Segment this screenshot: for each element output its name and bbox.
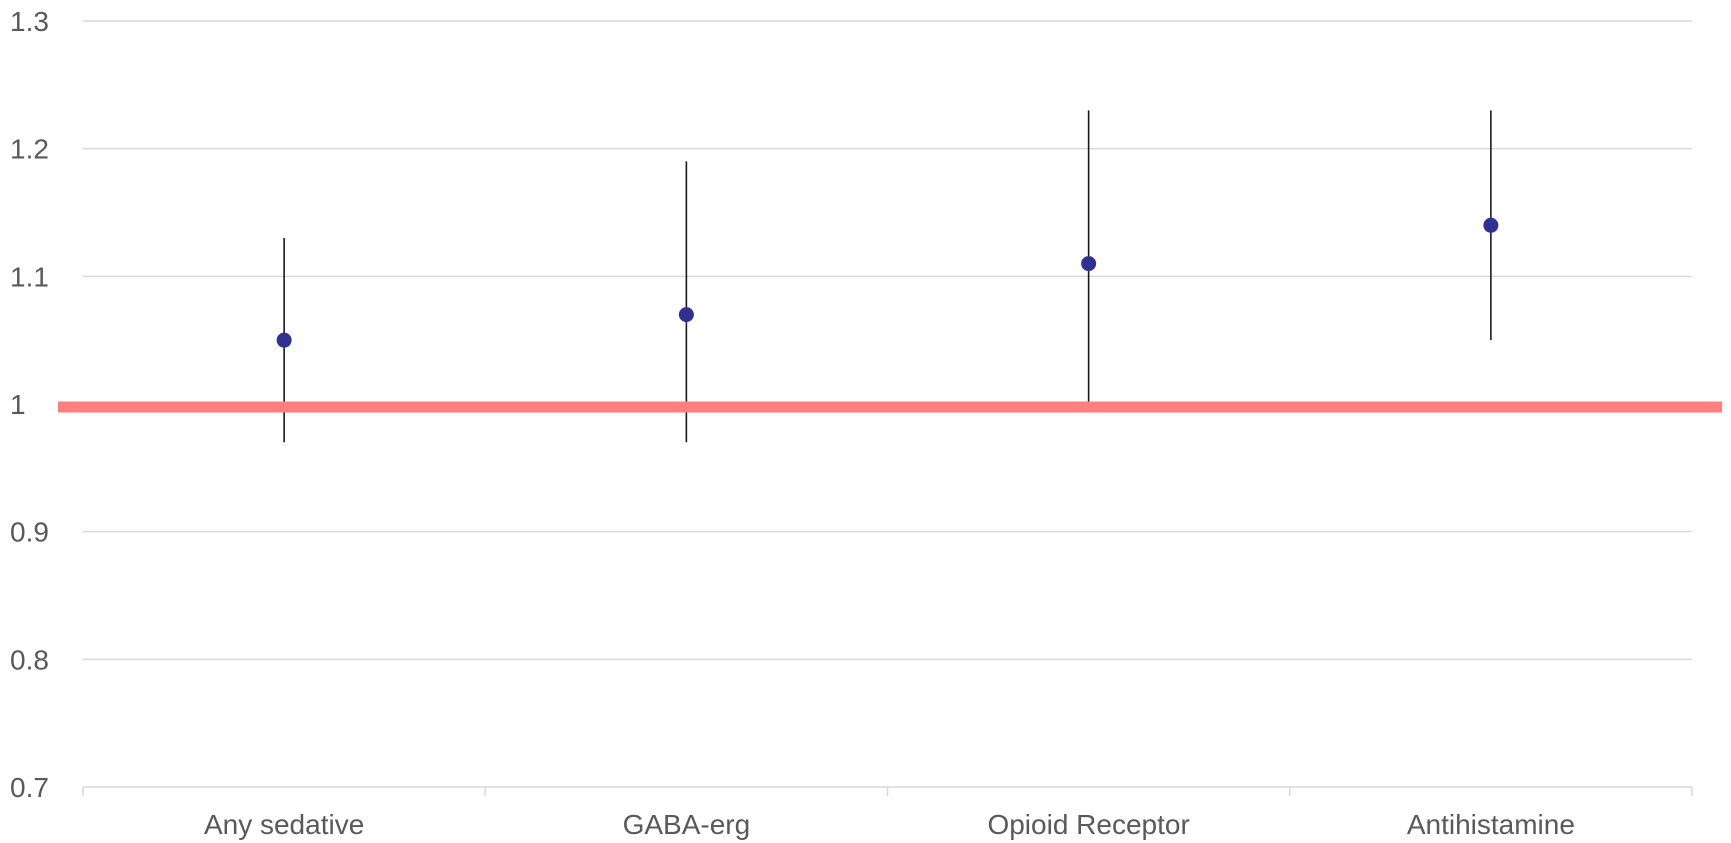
y-tick-label: 1 [10,389,26,420]
gridlines [83,20,1692,661]
y-tick-label: 0.8 [10,644,49,675]
point-estimate-marker [276,332,292,348]
x-category-label: Opioid Receptor [987,809,1189,840]
point-estimate-marker [1483,217,1499,233]
point-estimate-marker [1081,256,1097,272]
x-axis-category-labels: Any sedative GABA-erg Opioid Receptor Antih… [204,809,1575,840]
x-category-label: Antihistamine [1407,809,1575,840]
y-tick-label: 1.3 [10,6,49,37]
x-axis [82,786,1693,796]
point-estimates [276,217,1499,348]
y-tick-label: 1.1 [10,261,49,292]
point-estimate-marker [678,307,694,323]
x-category-label: Any sedative [204,809,364,840]
y-tick-label: 0.7 [10,772,49,803]
x-category-label: GABA-erg [623,809,751,840]
y-axis-tick-labels: 0.7 0.8 0.9 1 1.1 1.2 1.3 [10,6,49,803]
y-tick-label: 1.2 [10,134,49,165]
y-tick-label: 0.9 [10,517,49,548]
